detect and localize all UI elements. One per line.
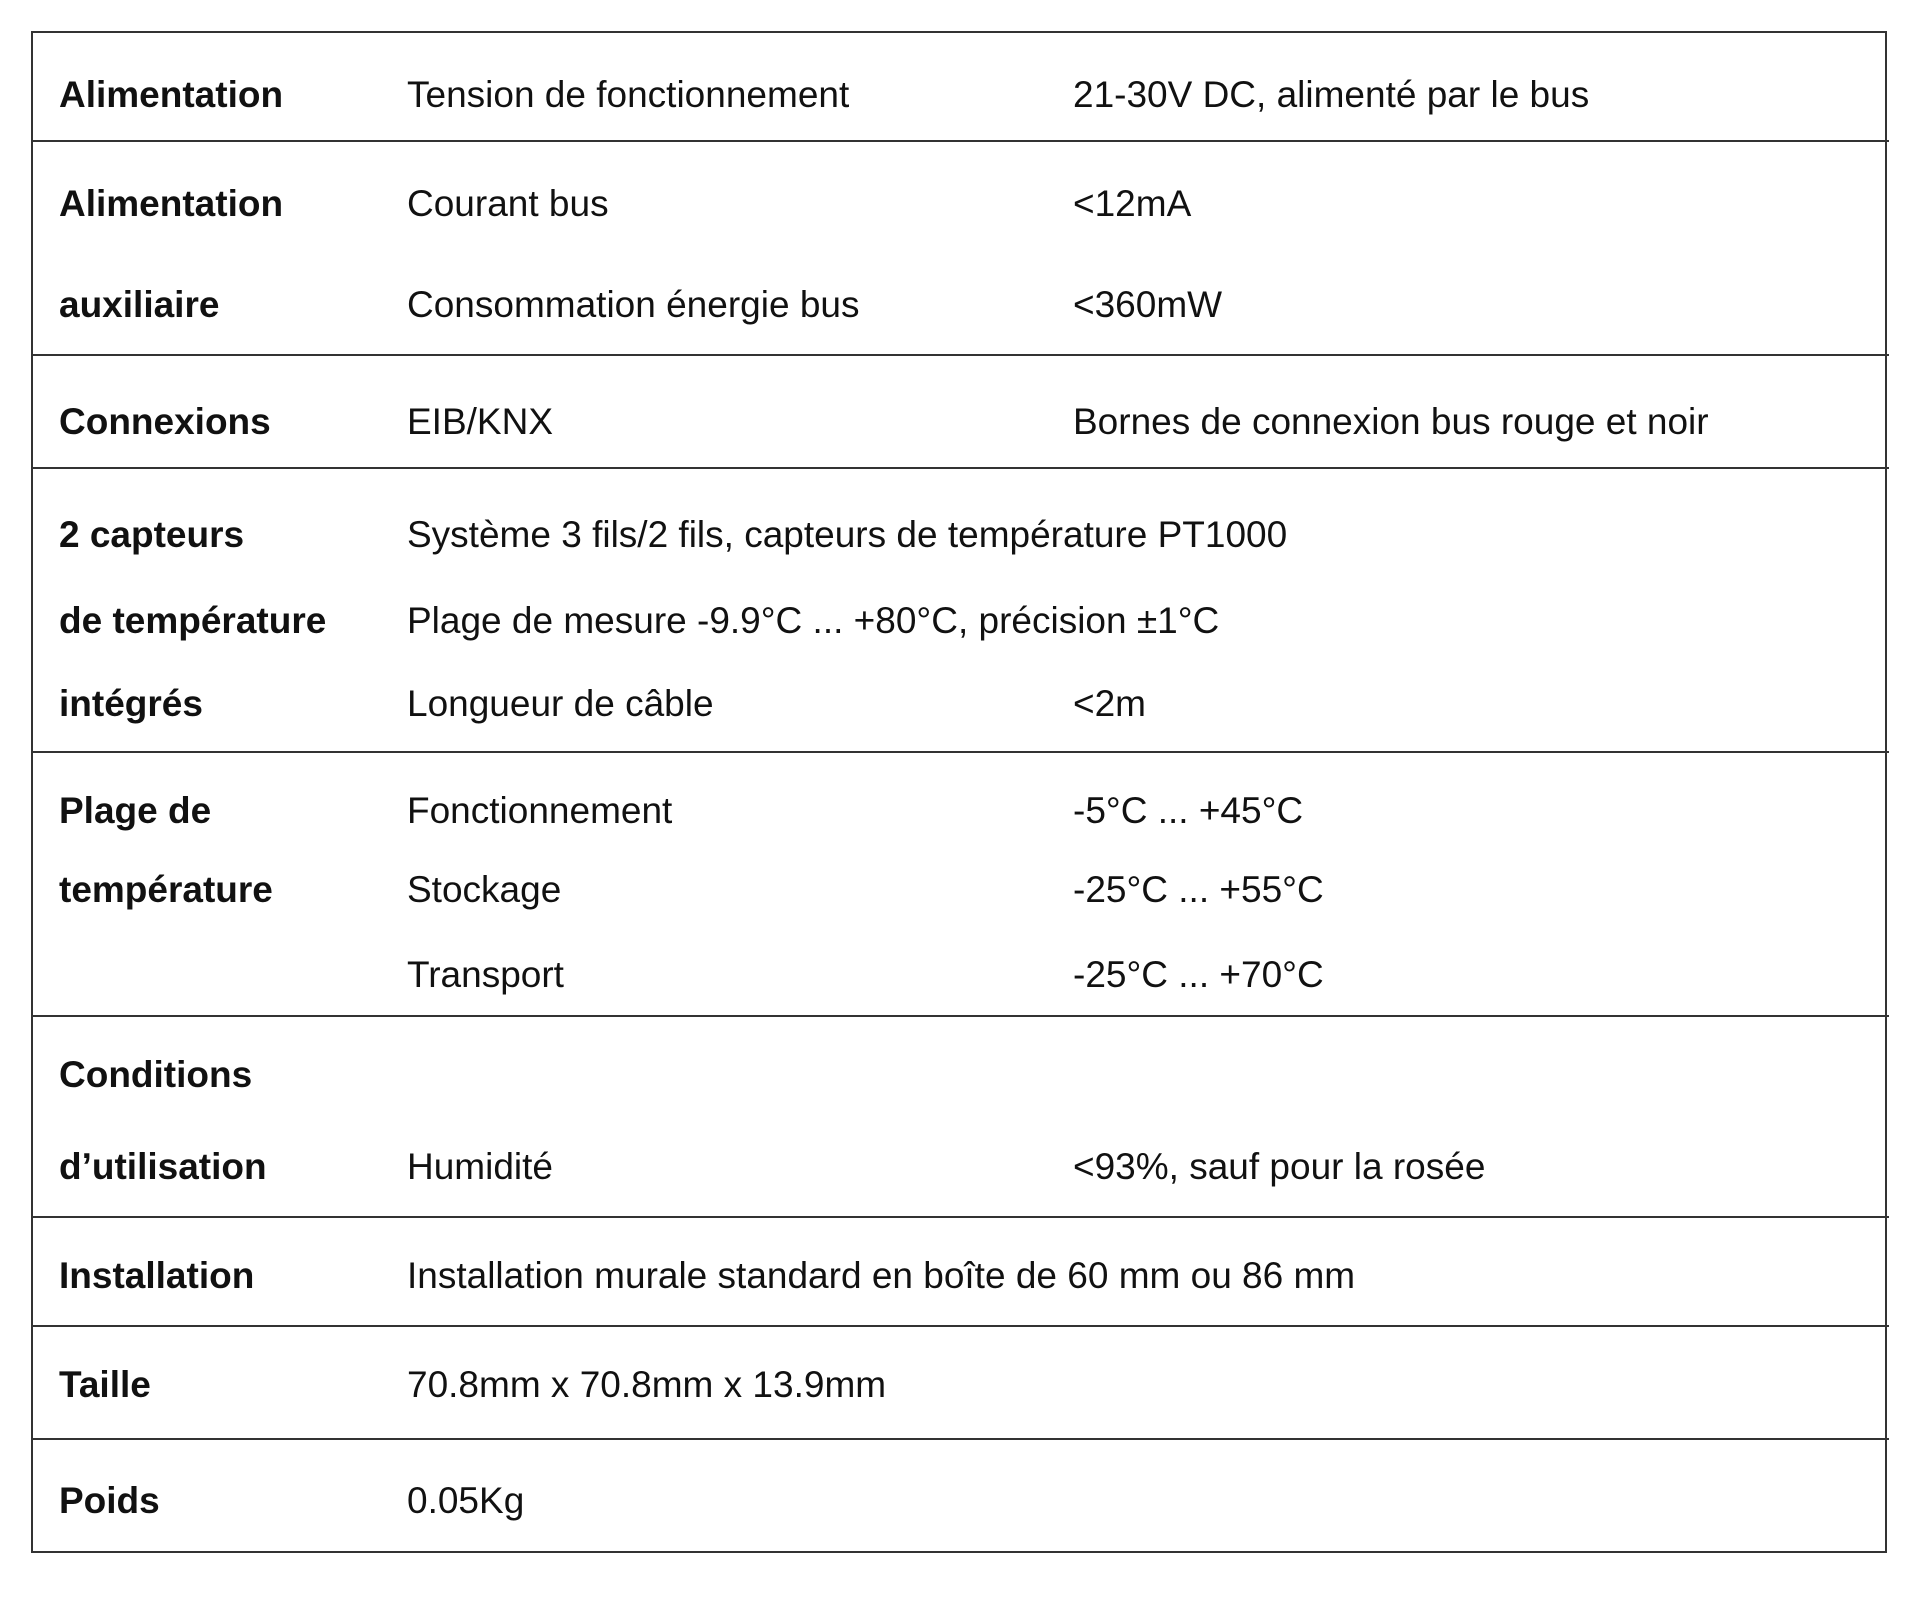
spec-value: Bornes de connexion bus rouge et noir [1073,401,1709,442]
spec-value: <360mW [1073,284,1223,325]
spec-name: Installation murale standard en boîte de… [407,1255,1356,1296]
row-divider [31,140,1889,142]
row-label: de température [59,600,327,641]
row-label: Conditions [59,1054,253,1095]
spec-value: -25°C ... +55°C [1073,869,1324,910]
spec-name: Plage de mesure -9.9°C ... +80°C, précis… [407,600,1220,641]
spec-name: Courant bus [407,183,609,224]
row-label: Poids [59,1480,160,1521]
spec-value: <12mA [1073,183,1192,224]
row-divider [31,354,1889,356]
spec-value: <93%, sauf pour la rosée [1073,1146,1486,1187]
spec-name: Système 3 fils/2 fils, capteurs de tempé… [407,514,1288,555]
spec-value: 21-30V DC, alimenté par le bus [1073,74,1590,115]
row-divider [31,1438,1889,1440]
spec-value: <2m [1073,683,1147,724]
spec-name: 0.05Kg [407,1480,525,1521]
spec-value: -25°C ... +70°C [1073,954,1324,995]
row-divider [31,1325,1889,1327]
row-label: Plage de [59,790,212,831]
spec-name: Stockage [407,869,562,910]
spec-name: Humidité [407,1146,553,1187]
row-label: 2 capteurs [59,514,245,555]
spec-name: Longueur de câble [407,683,714,724]
row-label: Alimentation [59,183,284,224]
row-label: température [59,869,273,910]
row-divider [31,751,1889,753]
spec-name: 70.8mm x 70.8mm x 13.9mm [407,1364,887,1405]
row-label: d’utilisation [59,1146,267,1187]
spec-name: EIB/KNX [407,401,553,442]
row-label: Installation [59,1255,255,1296]
row-label: Taille [59,1364,151,1405]
row-divider [31,1015,1889,1017]
row-label: Connexions [59,401,271,442]
spec-name: Fonctionnement [407,790,673,831]
row-label: auxiliaire [59,284,220,325]
spec-value: -5°C ... +45°C [1073,790,1304,831]
spec-name: Consommation énergie bus [407,284,860,325]
row-label: Alimentation [59,74,284,115]
spec-name: Tension de fonctionnement [407,74,850,115]
spec-table [31,31,1887,1553]
spec-name: Transport [407,954,564,995]
row-label: intégrés [59,683,203,724]
row-divider [31,1216,1889,1218]
row-divider [31,467,1889,469]
